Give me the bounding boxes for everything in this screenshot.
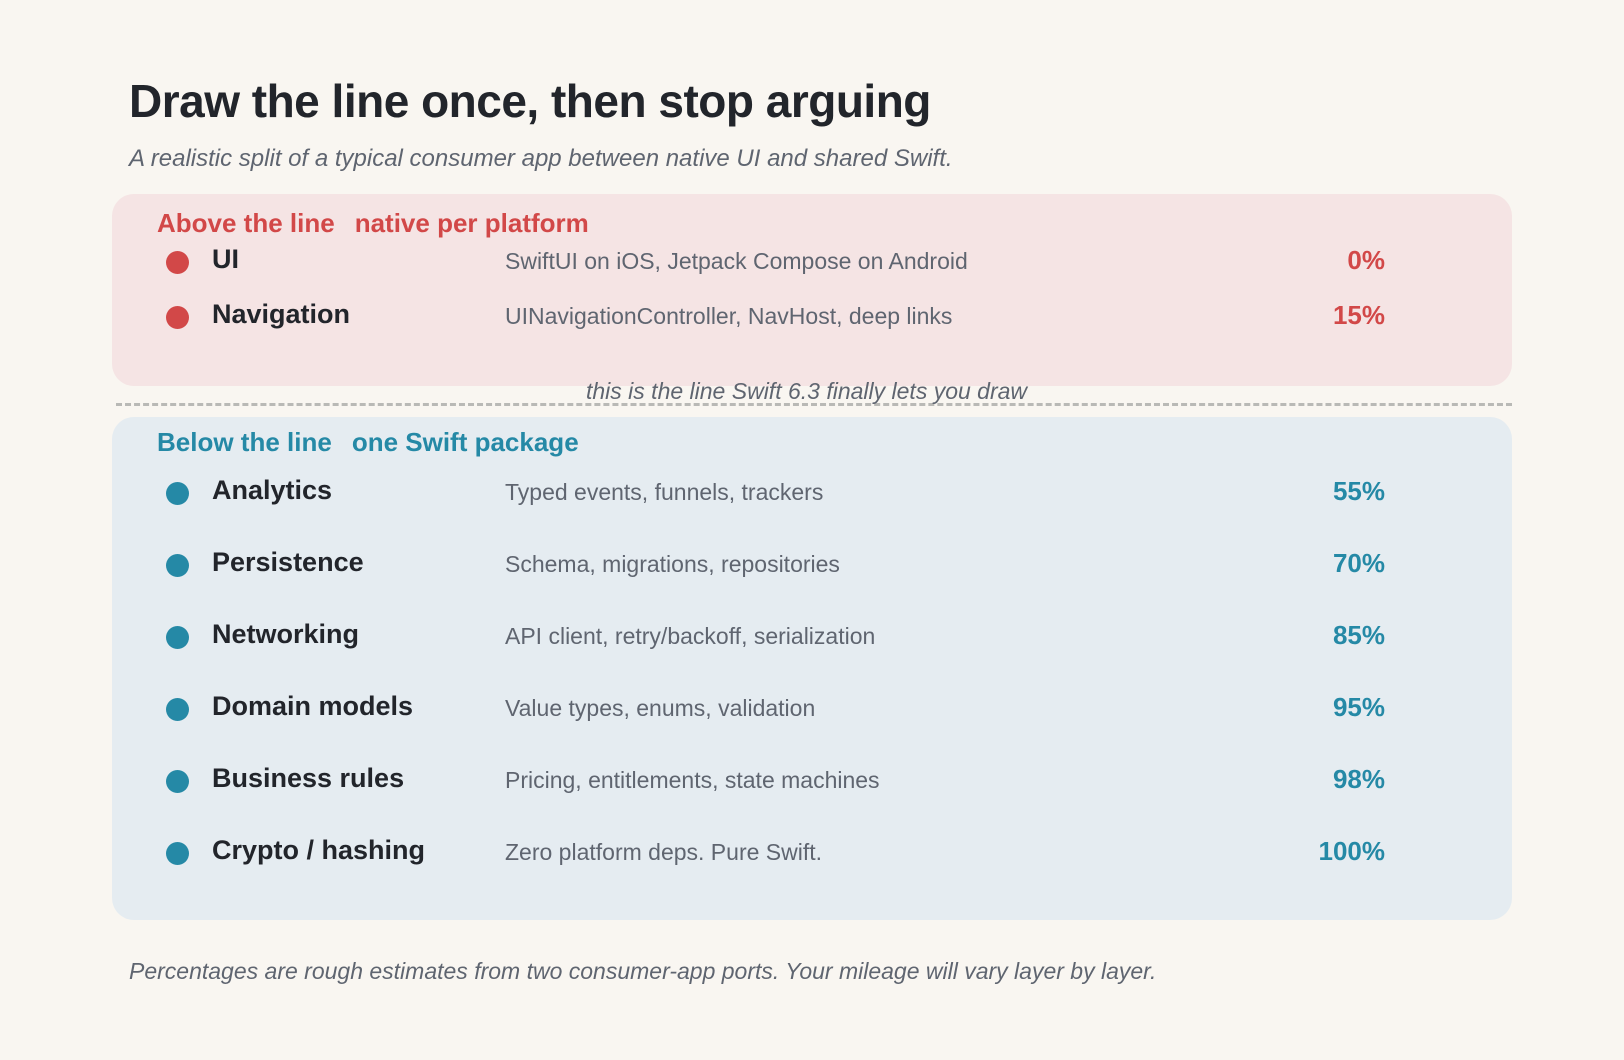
layer-name: Analytics bbox=[212, 475, 333, 505]
dashed-divider-line bbox=[116, 403, 1512, 406]
page-subtitle: A realistic split of a typical consumer … bbox=[129, 145, 953, 172]
bullet-dot-icon bbox=[166, 251, 189, 274]
layer-row: UI SwiftUI on iOS, Jetpack Compose on An… bbox=[112, 242, 1512, 282]
below-line-title: Below the line bbox=[157, 427, 332, 457]
layer-share-percent: 15% bbox=[1332, 300, 1385, 330]
bullet-dot-icon bbox=[166, 626, 189, 649]
layer-share-percent: 98% bbox=[1332, 764, 1385, 794]
page-title: Draw the line once, then stop arguing bbox=[129, 75, 931, 127]
layer-description: Schema, migrations, repositories bbox=[505, 551, 840, 577]
layer-name: Navigation bbox=[212, 299, 351, 329]
bullet-dot-icon bbox=[166, 698, 189, 721]
layer-share-percent: 70% bbox=[1332, 548, 1385, 578]
footnote: Percentages are rough estimates from two… bbox=[129, 958, 1157, 984]
layer-share-percent: 95% bbox=[1332, 692, 1385, 722]
divider-label: this is the line Swift 6.3 finally lets … bbox=[586, 378, 1028, 404]
bullet-dot-icon bbox=[166, 482, 189, 505]
layer-description: Zero platform deps. Pure Swift. bbox=[505, 839, 823, 865]
layer-share-percent: 0% bbox=[1347, 245, 1385, 275]
layer-description: SwiftUI on iOS, Jetpack Compose on Andro… bbox=[505, 248, 968, 274]
layer-name: UI bbox=[212, 244, 239, 274]
below-line-panel: Below the line one Swift package Analytic… bbox=[112, 417, 1512, 920]
layer-name: Networking bbox=[212, 619, 360, 649]
layer-share-percent: 100% bbox=[1318, 836, 1386, 866]
layer-description: Value types, enums, validation bbox=[505, 695, 816, 721]
below-line-subtitle: one Swift package bbox=[351, 427, 579, 457]
bullet-dot-icon bbox=[166, 554, 189, 577]
layer-name: Crypto / hashing bbox=[212, 835, 426, 865]
layer-row: Persistence Schema, migrations, reposito… bbox=[112, 545, 1512, 585]
layer-name: Business rules bbox=[212, 763, 405, 793]
layer-name: Domain models bbox=[212, 691, 414, 721]
layer-row: Business rules Pricing, entitlements, st… bbox=[112, 761, 1512, 801]
bullet-dot-icon bbox=[166, 770, 189, 793]
layer-name: Persistence bbox=[212, 547, 364, 577]
above-line-subtitle: native per platform bbox=[354, 208, 589, 238]
layer-description: Pricing, entitlements, state machines bbox=[505, 767, 880, 793]
bullet-dot-icon bbox=[166, 842, 189, 865]
above-line-title: Above the line bbox=[157, 208, 335, 238]
layer-row: Analytics Typed events, funnels, tracker… bbox=[112, 473, 1512, 513]
layer-description: UINavigationController, NavHost, deep li… bbox=[505, 303, 953, 329]
layer-row: Crypto / hashing Zero platform deps. Pur… bbox=[112, 833, 1512, 873]
layer-description: API client, retry/backoff, serialization bbox=[505, 623, 876, 649]
bullet-dot-icon bbox=[166, 306, 189, 329]
above-line-panel: Above the line native per platform UI Swi… bbox=[112, 194, 1512, 386]
layer-share-percent: 85% bbox=[1332, 620, 1385, 650]
above-line-heading: Above the line native per platform bbox=[157, 208, 589, 239]
layer-description: Typed events, funnels, trackers bbox=[505, 479, 824, 505]
layer-row: Domain models Value types, enums, valida… bbox=[112, 689, 1512, 729]
layer-row: Networking API client, retry/backoff, se… bbox=[112, 617, 1512, 657]
layer-row: Navigation UINavigationController, NavHo… bbox=[112, 297, 1512, 337]
below-line-heading: Below the line one Swift package bbox=[157, 427, 579, 458]
layer-share-percent: 55% bbox=[1332, 476, 1385, 506]
